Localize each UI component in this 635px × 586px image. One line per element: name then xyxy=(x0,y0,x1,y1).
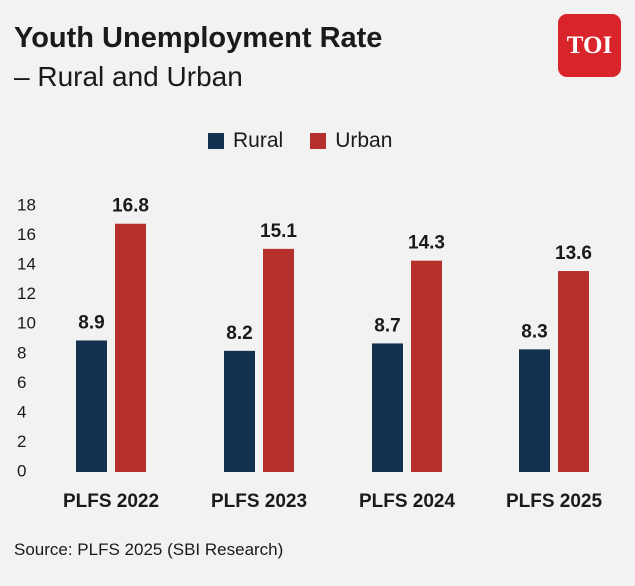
legend-swatch-urban xyxy=(310,133,327,149)
data-label-urban: 16.8 xyxy=(112,196,149,217)
legend-swatch-rural xyxy=(208,133,224,149)
x-tick-label: PLFS 2025 xyxy=(506,491,603,512)
bar-urban xyxy=(115,223,146,472)
y-tick-label: 8 xyxy=(17,343,26,362)
bar-urban xyxy=(558,271,589,472)
y-tick-label: 18 xyxy=(17,195,36,214)
x-tick-label: PLFS 2023 xyxy=(211,491,307,512)
y-tick-label: 14 xyxy=(17,255,36,274)
y-tick-label: 2 xyxy=(17,432,26,451)
bar-rural xyxy=(224,350,255,472)
source-note: Source: PLFS 2025 (SBI Research) xyxy=(14,540,284,559)
y-tick-label: 6 xyxy=(17,373,26,392)
y-tick-label: 12 xyxy=(17,284,36,303)
y-tick-label: 0 xyxy=(17,461,26,480)
legend-item-urban: Urban xyxy=(310,129,392,153)
legend-item-rural: Rural xyxy=(208,129,283,153)
chart-subtitle: – Rural and Urban xyxy=(14,61,243,92)
x-tick-label: PLFS 2022 xyxy=(63,491,159,512)
chart-title: Youth Unemployment Rate xyxy=(14,22,383,54)
data-label-urban: 14.3 xyxy=(408,233,445,254)
legend-label-urban: Urban xyxy=(335,129,393,152)
bar-rural xyxy=(372,343,403,472)
data-label-rural: 8.3 xyxy=(521,321,547,342)
bar-rural xyxy=(519,349,550,472)
data-label-urban: 13.6 xyxy=(555,243,592,264)
data-label-rural: 8.2 xyxy=(226,323,252,344)
y-tick-label: 4 xyxy=(17,402,26,421)
logo-text: TOI xyxy=(566,31,613,59)
y-tick-label: 16 xyxy=(17,225,36,244)
data-label-urban: 15.1 xyxy=(260,221,297,242)
bar-urban xyxy=(263,248,294,472)
legend-label-rural: Rural xyxy=(233,129,284,152)
toi-logo: TOI xyxy=(558,14,621,77)
bar-rural xyxy=(76,340,107,472)
legend: Rural Urban xyxy=(208,129,419,153)
data-label-rural: 8.9 xyxy=(78,312,104,333)
bar-urban xyxy=(411,260,442,472)
x-tick-label: PLFS 2024 xyxy=(359,491,456,512)
y-tick-label: 10 xyxy=(17,314,36,333)
data-label-rural: 8.7 xyxy=(374,315,400,336)
